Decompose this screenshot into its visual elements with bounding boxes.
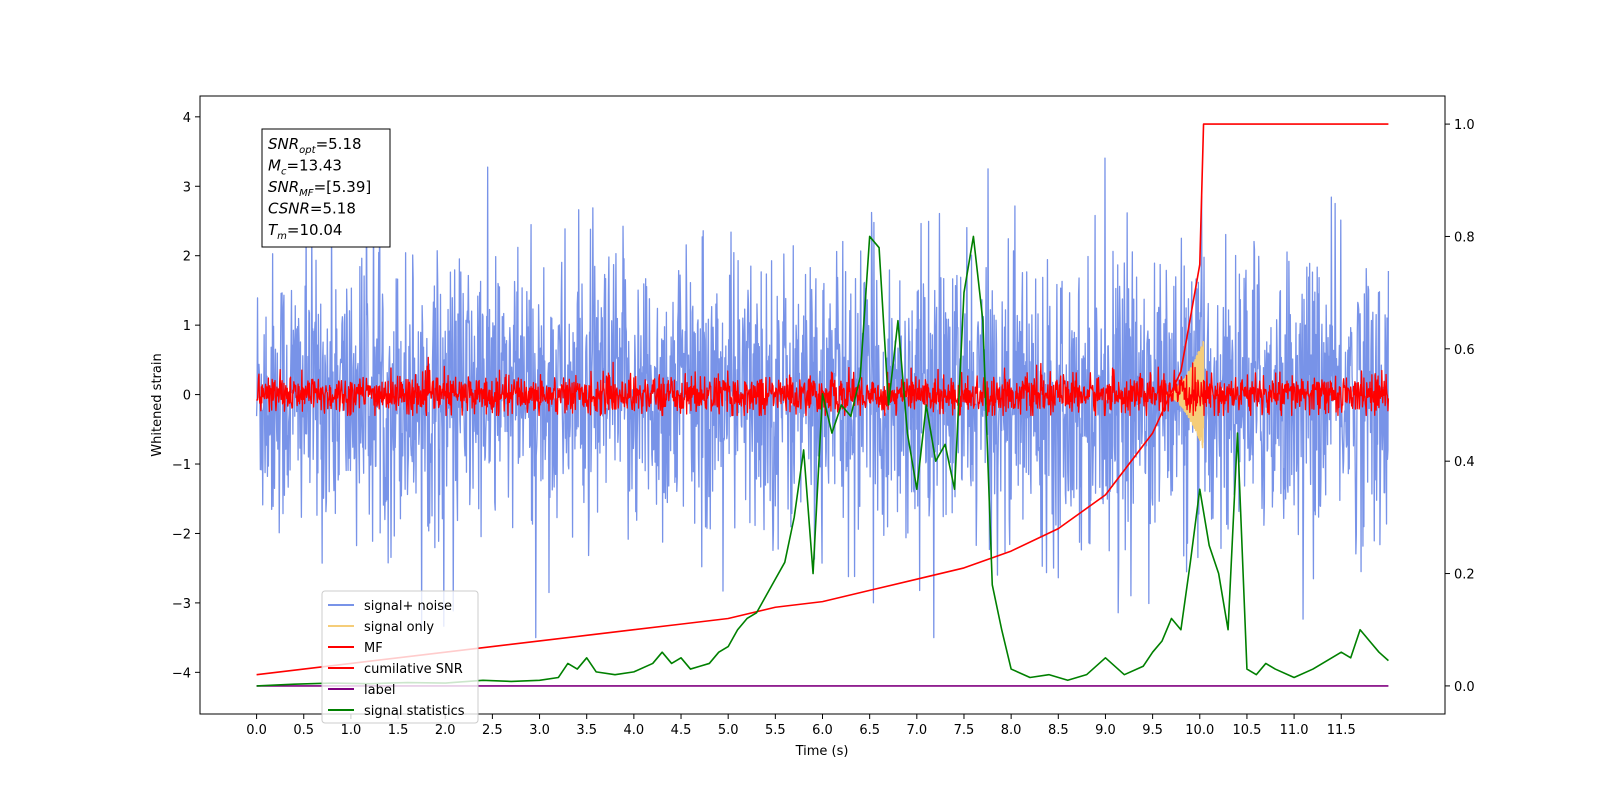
x-tick-label: 5.5 xyxy=(765,723,786,738)
x-tick-label: 0.5 xyxy=(293,723,314,738)
stats-row: SNRMF=[5.39] xyxy=(268,178,371,199)
x-tick-label: 0.0 xyxy=(246,723,267,738)
legend-entry: signal only xyxy=(364,620,434,635)
x-tick-label: 7.0 xyxy=(906,723,927,738)
x-tick-label: 2.5 xyxy=(482,723,503,738)
y-tick-label: −1 xyxy=(172,458,191,473)
x-tick-label: 8.5 xyxy=(1048,723,1069,738)
y-tick-label: 4 xyxy=(183,111,191,126)
y-tick-label: −3 xyxy=(172,597,191,612)
stats-box: SNRopt=5.18Mc=13.43SNRMF=[5.39]CSNR=5.18… xyxy=(261,128,391,248)
x-tick-label: 9.5 xyxy=(1142,723,1163,738)
y-tick-label: 3 xyxy=(183,180,191,195)
x-tick-label: 3.0 xyxy=(529,723,550,738)
x-tick-label: 3.5 xyxy=(576,723,597,738)
y-axis-right: 0.0 0.2 0.4 0.6 0.8 1.0 xyxy=(1445,118,1475,695)
stats-row: SNRopt=5.18 xyxy=(268,135,362,156)
legend-entry: cumilative SNR xyxy=(364,662,463,677)
x-tick-label: 6.0 xyxy=(812,723,833,738)
y-tick-label: −4 xyxy=(172,666,191,681)
y2-tick-label: 0.4 xyxy=(1454,455,1475,470)
x-tick-label: 4.5 xyxy=(671,723,692,738)
y-tick-label: −2 xyxy=(172,527,191,542)
x-tick-label: 1.0 xyxy=(341,723,362,738)
stats-row: Tm=10.04 xyxy=(268,221,342,242)
x-tick-label: 4.0 xyxy=(624,723,645,738)
stats-row: CSNR=5.18 xyxy=(268,200,356,218)
legend-entry: signal statistics xyxy=(364,704,465,719)
series-line-5 xyxy=(256,235,1389,687)
y-axis-label: Whitened strain xyxy=(150,353,165,456)
y-tick-label: 2 xyxy=(183,250,191,265)
y2-tick-label: 0.2 xyxy=(1454,568,1475,583)
x-tick-label: 7.5 xyxy=(954,723,975,738)
stats-row: Mc=13.43 xyxy=(268,157,342,178)
y-tick-label: 1 xyxy=(183,319,191,334)
x-tick-label: 10.0 xyxy=(1185,723,1214,738)
y2-tick-label: 0.0 xyxy=(1454,680,1475,695)
stats-box-frame xyxy=(261,128,391,248)
x-tick-label: 11.5 xyxy=(1327,723,1356,738)
series-line-2 xyxy=(256,356,1390,417)
legend-entry: signal+ noise xyxy=(364,599,452,614)
x-tick-label: 10.5 xyxy=(1232,723,1261,738)
y-axis-left: −4 −3 −2 −1 0 1 2 3 4 xyxy=(172,111,200,681)
legend-entry: label xyxy=(364,683,395,698)
y-tick-label: 0 xyxy=(183,389,191,404)
x-axis-label: Time (s) xyxy=(795,744,849,759)
x-tick-label: 1.5 xyxy=(388,723,409,738)
legend-entry: MF xyxy=(364,641,383,656)
x-tick-label: 11.0 xyxy=(1280,723,1309,738)
y2-tick-label: 0.6 xyxy=(1454,343,1475,358)
x-tick-label: 8.0 xyxy=(1001,723,1022,738)
x-axis: 0.0 0.5 1.0 1.5 2.0 2.5 3.0 3.5 4.0 4.5 5.0 5.5 6.0 6… xyxy=(246,714,1356,738)
y2-tick-label: 1.0 xyxy=(1454,118,1475,133)
x-tick-label: 9.0 xyxy=(1095,723,1116,738)
legend: signal+ noise signal only MF cumilative SNR… xyxy=(321,590,479,724)
x-tick-label: 6.5 xyxy=(859,723,880,738)
legend-frame xyxy=(321,590,479,724)
x-tick-label: 2.0 xyxy=(435,723,456,738)
x-tick-label: 5.0 xyxy=(718,723,739,738)
y2-tick-label: 0.8 xyxy=(1454,230,1475,245)
